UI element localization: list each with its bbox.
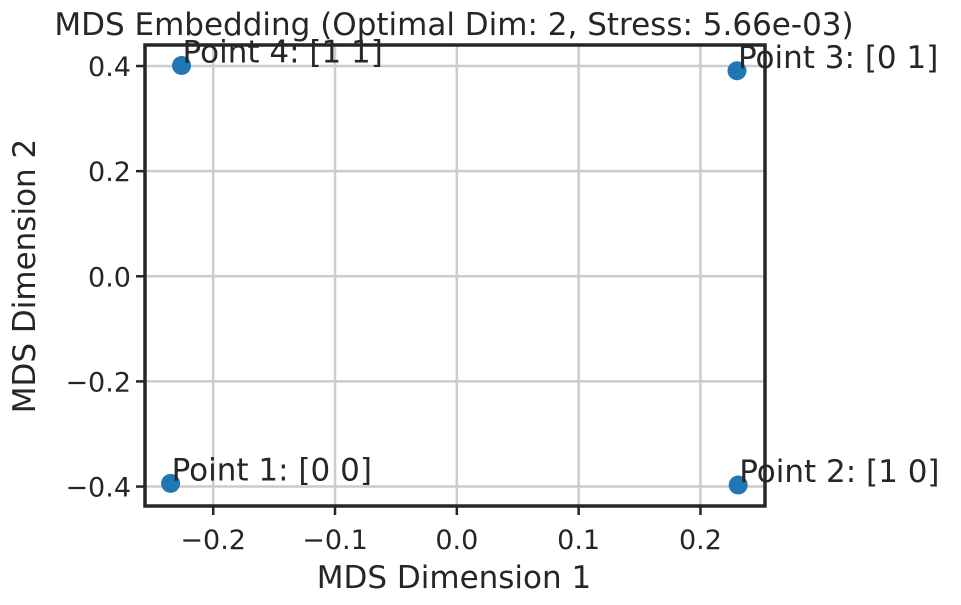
data-point [161, 473, 181, 493]
point-labels: Point 1: [0 0] Point 2: [1 0] Point 3: [0 … [172, 35, 940, 490]
data-point [172, 56, 192, 76]
data-points [161, 56, 748, 495]
x-tick-label: 0.1 [557, 525, 600, 556]
x-tick-label: −0.2 [180, 525, 246, 556]
grid [145, 45, 765, 506]
y-tick-label: 0.4 [88, 52, 131, 83]
axis-ticks: −0.2 −0.1 0.0 0.1 0.2 −0.4 −0.2 0.0 0.2 0.4 [65, 52, 721, 556]
point-label: Point 2: [1 0] [739, 454, 939, 490]
data-point [727, 61, 747, 81]
x-tick-label: −0.1 [302, 525, 368, 556]
y-tick-label: −0.2 [65, 367, 131, 398]
y-axis-label: MDS Dimension 2 [7, 139, 43, 414]
point-label: Point 3: [0 1] [738, 40, 938, 76]
x-tick-label: 0.2 [679, 525, 722, 556]
data-point [728, 475, 748, 495]
plot-frame [143, 43, 767, 508]
y-tick-label: 0.2 [88, 157, 131, 188]
point-label: Point 4: [1 1] [183, 35, 383, 71]
y-tick-label: −0.4 [65, 473, 131, 504]
chart-title: MDS Embedding (Optimal Dim: 2, Stress: 5… [54, 7, 853, 43]
y-tick-label: 0.0 [88, 262, 131, 293]
point-label: Point 1: [0 0] [172, 452, 372, 488]
x-tick-label: 0.0 [435, 525, 478, 556]
x-axis-label: MDS Dimension 1 [317, 560, 592, 596]
